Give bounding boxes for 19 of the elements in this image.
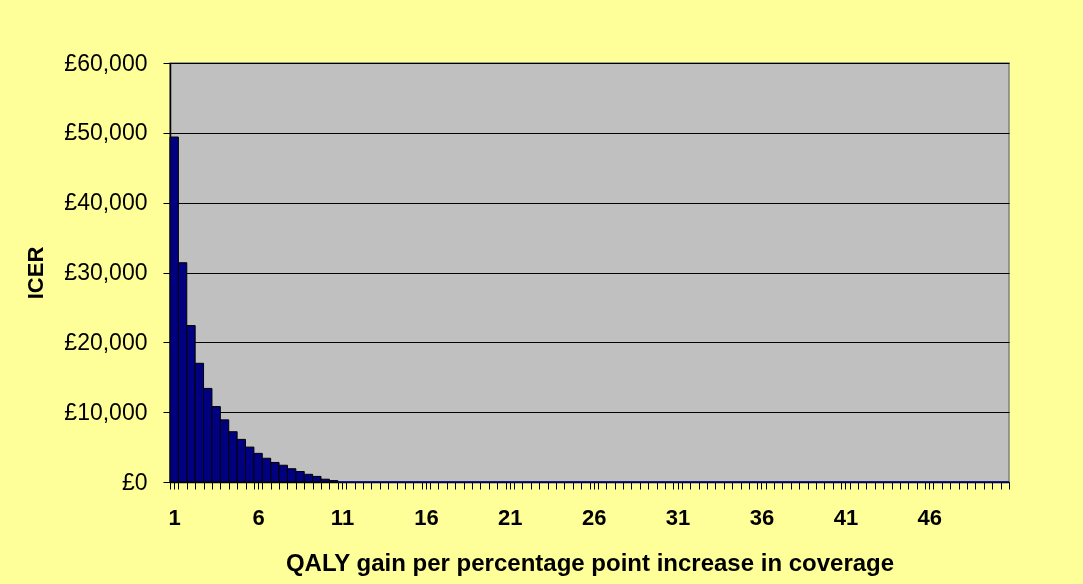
x-tick-label: 41 [833, 504, 859, 530]
x-tick-label: 21 [498, 504, 523, 530]
x-tick-label: 11 [330, 504, 355, 530]
x-tick-label: 1 [168, 504, 181, 530]
x-tick-label: 6 [252, 504, 265, 530]
x-tick-label: 31 [665, 504, 691, 530]
y-axis-title: ICER [23, 246, 49, 300]
y-tick-label: £0 [121, 468, 148, 495]
x-tick-label: 16 [414, 504, 439, 530]
x-tick-label: 26 [581, 504, 607, 530]
y-tick-label: £60,000 [64, 49, 148, 76]
x-tick-label: 46 [917, 504, 943, 530]
y-tick-label: £30,000 [64, 259, 148, 285]
x-tick-label: 36 [749, 504, 775, 530]
y-tick-label: £50,000 [64, 119, 148, 146]
y-tick-label: £10,000 [64, 398, 148, 425]
y-tick-label: £20,000 [64, 328, 148, 355]
y-tick-label: £40,000 [64, 189, 148, 216]
x-axis-title: QALY gain per percentage point increase in coverage [285, 548, 895, 576]
